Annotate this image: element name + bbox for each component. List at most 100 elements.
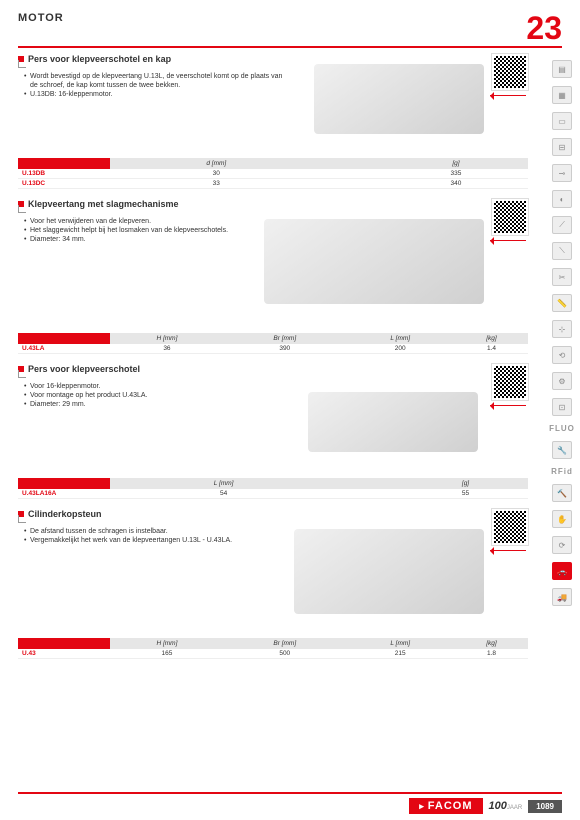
- spec-table: d [mm][g]U.13DB30335U.13DC33340: [18, 158, 528, 189]
- table-header: Br [mm]: [224, 333, 345, 344]
- table-header: [337, 478, 403, 489]
- qr-code[interactable]: [492, 54, 528, 90]
- table-cell: 1.4: [455, 344, 528, 354]
- table-header: d [mm]: [110, 158, 323, 169]
- product-section: Klepveertang met slagmechanisme Voor het …: [18, 199, 528, 354]
- table-cell: 54: [110, 489, 338, 499]
- table-header: L [mm]: [345, 333, 455, 344]
- sidebar-label-fluo: FLUO: [549, 424, 575, 433]
- feature-list: Voor het verwijderen van de klepveren.He…: [24, 217, 284, 244]
- feature-item: Het slaggewicht helpt bij het losmaken v…: [24, 226, 284, 235]
- table-row: U.13DB30 335: [18, 169, 528, 179]
- category-icon[interactable]: ⚙: [552, 372, 572, 390]
- table-header: H [mm]: [110, 333, 224, 344]
- spec-table: L [mm] [g] U.43LA16A54 55: [18, 478, 528, 499]
- table-cell: 215: [345, 649, 455, 659]
- page-footer: FACOM 100JAAR 1089: [0, 792, 580, 820]
- table-cell: U.13DC: [18, 179, 110, 189]
- table-cell: U.13DB: [18, 169, 110, 179]
- category-icon[interactable]: ◐: [552, 190, 572, 208]
- section-title: Cilinderkopsteun: [28, 509, 102, 519]
- product-section: Pers voor klepveerschotel Voor 16-kleppen…: [18, 364, 528, 499]
- category-icon[interactable]: ✋: [552, 510, 572, 528]
- category-icon[interactable]: ▭: [552, 112, 572, 130]
- category-icon[interactable]: ⊡: [552, 398, 572, 416]
- category-icon[interactable]: ⟍: [552, 242, 572, 260]
- table-cell: [323, 179, 384, 189]
- category-icon[interactable]: ▦: [552, 86, 572, 104]
- table-header: [g]: [403, 478, 528, 489]
- table-header: [18, 478, 110, 489]
- table-cell: [337, 489, 403, 499]
- feature-item: Voor 16-kleppenmotor.: [24, 382, 284, 391]
- category-sidebar: ▤ ▦ ▭ ⊟ ⊸ ◐ ⟋ ⟍ ✂ 📏 ⊹ ⟲ ⚙ ⊡ FLUO 🔧 RFid 🔨 ✋ ⟳ 🚗 🚚: [548, 60, 576, 606]
- category-icon[interactable]: ⟲: [552, 346, 572, 364]
- table-header: [18, 333, 110, 344]
- table-row: U.43LA16A54 55: [18, 489, 528, 499]
- category-icon[interactable]: 🚚: [552, 588, 572, 606]
- table-cell: 1.8: [455, 649, 528, 659]
- table-header: Br [mm]: [224, 638, 345, 649]
- product-section: Pers voor klepveerschotel en kapWordt be…: [18, 54, 528, 189]
- table-cell: 55: [403, 489, 528, 499]
- brand-logo: FACOM: [409, 798, 482, 814]
- chapter-number: 23: [526, 12, 562, 44]
- table-cell: U.43: [18, 649, 110, 659]
- table-cell: U.43LA16A: [18, 489, 110, 499]
- feature-item: Voor het verwijderen van de klepveren.: [24, 217, 284, 226]
- table-header: [18, 638, 110, 649]
- sidebar-label-rfid: RFid: [551, 467, 573, 476]
- table-cell: 500: [224, 649, 345, 659]
- category-icon[interactable]: 📏: [552, 294, 572, 312]
- feature-list: Voor 16-kleppenmotor.Voor montage op het…: [24, 382, 284, 409]
- section-title: Pers voor klepveerschotel: [28, 364, 140, 374]
- qr-code[interactable]: [492, 199, 528, 235]
- category-icon[interactable]: 🔨: [552, 484, 572, 502]
- qr-code[interactable]: [492, 364, 528, 400]
- category-icon[interactable]: 🔧: [552, 441, 572, 459]
- table-row: U.43LA363902001.4: [18, 344, 528, 354]
- product-image: [264, 219, 484, 304]
- feature-item: Diameter: 29 mm.: [24, 400, 284, 409]
- category-icon[interactable]: ⊸: [552, 164, 572, 182]
- spec-table: H [mm]Br [mm]L [mm][kg]U.43LA363902001.4: [18, 333, 528, 354]
- feature-item: De afstand tussen de schragen is instelb…: [24, 527, 284, 536]
- table-header: L [mm]: [110, 478, 338, 489]
- table-cell: [323, 169, 384, 179]
- category-icon[interactable]: ▤: [552, 60, 572, 78]
- feature-list: Wordt bevestigd op de klepveertang U.13L…: [24, 72, 284, 99]
- arrow-icon: [486, 92, 526, 100]
- feature-item: Wordt bevestigd op de klepveertang U.13L…: [24, 72, 284, 90]
- table-cell: 200: [345, 344, 455, 354]
- feature-item: Voor montage op het product U.43LA.: [24, 391, 284, 400]
- arrow-icon: [486, 237, 526, 245]
- spec-table: H [mm]Br [mm]L [mm][kg]U.431655002151.8: [18, 638, 528, 659]
- product-image: [308, 392, 478, 452]
- table-header: H [mm]: [110, 638, 224, 649]
- table-row: U.431655002151.8: [18, 649, 528, 659]
- qr-code[interactable]: [492, 509, 528, 545]
- feature-item: U.13DB: 16-kleppenmotor.: [24, 90, 284, 99]
- category-icon[interactable]: ⊟: [552, 138, 572, 156]
- arrow-icon: [486, 547, 526, 555]
- table-cell: 30: [110, 169, 323, 179]
- section-title: Klepveertang met slagmechanisme: [28, 199, 179, 209]
- category-icon[interactable]: ⊹: [552, 320, 572, 338]
- table-cell: U.43LA: [18, 344, 110, 354]
- product-image: [314, 64, 484, 134]
- table-header: [323, 158, 384, 169]
- feature-item: Vergemakkelijkt het werk van de klepveer…: [24, 536, 284, 545]
- table-cell: 335: [384, 169, 528, 179]
- table-cell: 165: [110, 649, 224, 659]
- category-icon[interactable]: ✂: [552, 268, 572, 286]
- table-header: [18, 158, 110, 169]
- category-icon[interactable]: ⟋: [552, 216, 572, 234]
- table-cell: 33: [110, 179, 323, 189]
- category-icon[interactable]: ⟳: [552, 536, 572, 554]
- anniversary-badge: 100JAAR: [489, 800, 523, 812]
- product-section: Cilinderkopsteun De afstand tussen de sch…: [18, 509, 528, 659]
- arrow-icon: [486, 402, 526, 410]
- category-icon[interactable]: 🚗: [552, 562, 572, 580]
- page-header: MOTOR 23: [18, 12, 562, 48]
- table-cell: 390: [224, 344, 345, 354]
